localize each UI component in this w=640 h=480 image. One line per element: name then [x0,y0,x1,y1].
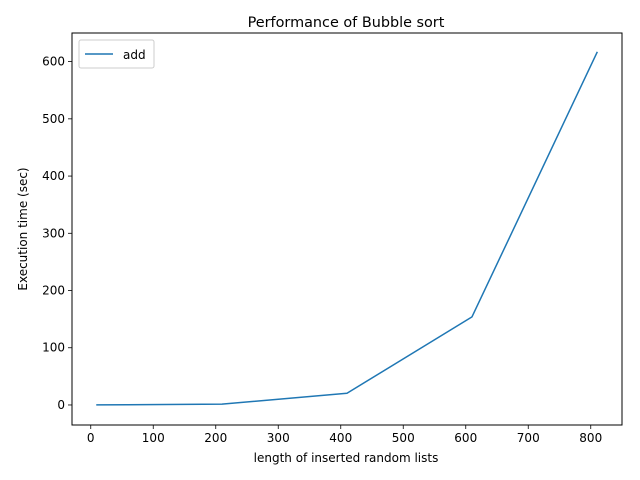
y-axis-ticks: 0 100 200 300 400 500 600 [42,55,72,412]
y-tick-label: 400 [42,169,65,183]
y-tick-label: 100 [42,341,65,355]
x-tick-label: 200 [204,431,227,445]
y-tick-label: 200 [42,284,65,298]
x-tick-label: 100 [142,431,165,445]
x-axis-label: length of inserted random lists [254,451,439,465]
y-tick-label: 600 [42,55,65,69]
chart-title: Performance of Bubble sort [248,15,445,31]
x-tick-label: 400 [329,431,352,445]
y-axis-label: Execution time (sec) [16,167,30,290]
x-tick-label: 800 [579,431,602,445]
plot-frame [71,32,623,426]
y-tick-label: 500 [42,112,65,126]
y-tick-label: 0 [57,398,65,412]
legend: add [78,39,155,69]
legend-box [78,39,155,69]
x-tick-label: 700 [517,431,540,445]
legend-label-add: add [123,48,146,62]
x-axis-ticks: 0 100 200 300 400 500 600 700 800 [87,425,602,445]
x-tick-label: 300 [267,431,290,445]
series-line-add [96,51,598,406]
y-tick-label: 300 [42,226,65,240]
x-tick-label: 500 [392,431,415,445]
x-tick-label: 0 [87,431,95,445]
plot-area [96,51,598,406]
x-tick-label: 600 [454,431,477,445]
